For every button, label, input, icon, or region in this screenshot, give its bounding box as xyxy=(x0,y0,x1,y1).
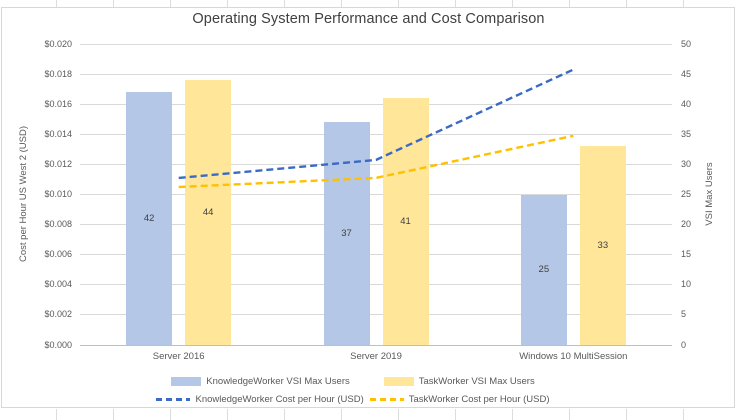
left-axis-tick: $0.014 xyxy=(44,128,72,139)
left-axis-tick: $0.002 xyxy=(44,309,72,320)
legend-item-taskworker-vsi-max-users[interactable]: TaskWorker VSI Max Users xyxy=(383,375,535,387)
right-axis-tick: 40 xyxy=(681,98,692,109)
left-axis-tick: $0.016 xyxy=(44,98,72,109)
gridline xyxy=(80,254,672,256)
bar-data-label: 41 xyxy=(400,215,411,227)
legend-label: TaskWorker VSI Max Users xyxy=(418,375,535,387)
bar-data-label: 25 xyxy=(538,263,550,275)
bar-swatch-icon xyxy=(383,376,414,386)
bar-knowledgeworker-0[interactable] xyxy=(126,92,173,345)
left-axis-tick: $0.006 xyxy=(44,249,72,260)
gridline xyxy=(80,314,672,316)
right-axis-tick: 20 xyxy=(681,219,692,230)
left-axis-tick: $0.004 xyxy=(44,279,72,290)
left-axis-tick: $0.012 xyxy=(44,158,72,169)
right-axis-tick: 15 xyxy=(681,249,692,260)
dashed-line-swatch-icon xyxy=(156,397,191,401)
bar-taskworker-2[interactable] xyxy=(579,146,626,345)
line-knowledgeworker-cost[interactable] xyxy=(178,68,574,180)
right-axis-tick: 45 xyxy=(681,68,692,79)
bar-data-label: 33 xyxy=(597,239,609,251)
legend-label: KnowledgeWorker VSI Max Users xyxy=(206,375,350,387)
bar-data-label: 42 xyxy=(143,212,155,224)
legend-label: KnowledgeWorker Cost per Hour (USD) xyxy=(195,393,364,405)
bar-swatch-icon xyxy=(171,376,202,386)
x-axis-label: Windows 10 MultiSession xyxy=(519,351,628,362)
line-taskworker-cost[interactable] xyxy=(178,134,574,189)
legend-item-taskworker-cost-per-hour[interactable]: TaskWorker Cost per Hour (USD) xyxy=(369,393,550,405)
bar-data-label: 37 xyxy=(341,227,352,239)
legend-item-knowledgeworker-vsi-max-users[interactable]: KnowledgeWorker VSI Max Users xyxy=(171,375,350,387)
right-axis-tick: 10 xyxy=(681,279,692,290)
gridline xyxy=(80,344,672,346)
gridline xyxy=(80,73,672,75)
right-axis-tick: 50 xyxy=(681,38,692,49)
x-axis-label: Server 2019 xyxy=(350,351,402,362)
chart-legend: KnowledgeWorker VSI Max Users TaskWorker… xyxy=(0,373,706,407)
left-axis-tick: $0.020 xyxy=(44,38,72,49)
right-axis-tick: 25 xyxy=(681,189,692,199)
bar-data-label: 44 xyxy=(202,206,214,218)
dashed-line-swatch-icon xyxy=(369,397,404,401)
gridline xyxy=(80,43,672,45)
right-axis-tick: 30 xyxy=(681,158,692,169)
spreadsheet-cells-top xyxy=(0,0,737,7)
right-axis-tick: 5 xyxy=(681,309,687,320)
bar-knowledgeworker-2[interactable] xyxy=(520,194,567,345)
left-axis-tick: $0.000 xyxy=(44,339,72,350)
gridline xyxy=(80,194,672,195)
legend-label: TaskWorker Cost per Hour (USD) xyxy=(408,393,550,405)
spreadsheet-cells-bottom xyxy=(0,409,737,420)
right-axis-tick: 35 xyxy=(681,128,692,139)
left-axis-tick: $0.018 xyxy=(44,68,72,79)
right-axis-tick: 0 xyxy=(681,339,687,350)
legend-row-lines: KnowledgeWorker Cost per Hour (USD) Task… xyxy=(0,391,706,407)
chart-title: Operating System Performance and Cost Co… xyxy=(192,11,545,27)
legend-item-knowledgeworker-cost-per-hour[interactable]: KnowledgeWorker Cost per Hour (USD) xyxy=(156,393,364,405)
legend-row-bars: KnowledgeWorker VSI Max Users TaskWorker… xyxy=(0,373,706,389)
gridline xyxy=(80,284,672,286)
gridline xyxy=(80,224,672,226)
left-axis-tick: $0.008 xyxy=(44,219,72,230)
left-axis-tick: $0.010 xyxy=(44,189,72,199)
x-axis-label: Server 2016 xyxy=(152,351,205,362)
